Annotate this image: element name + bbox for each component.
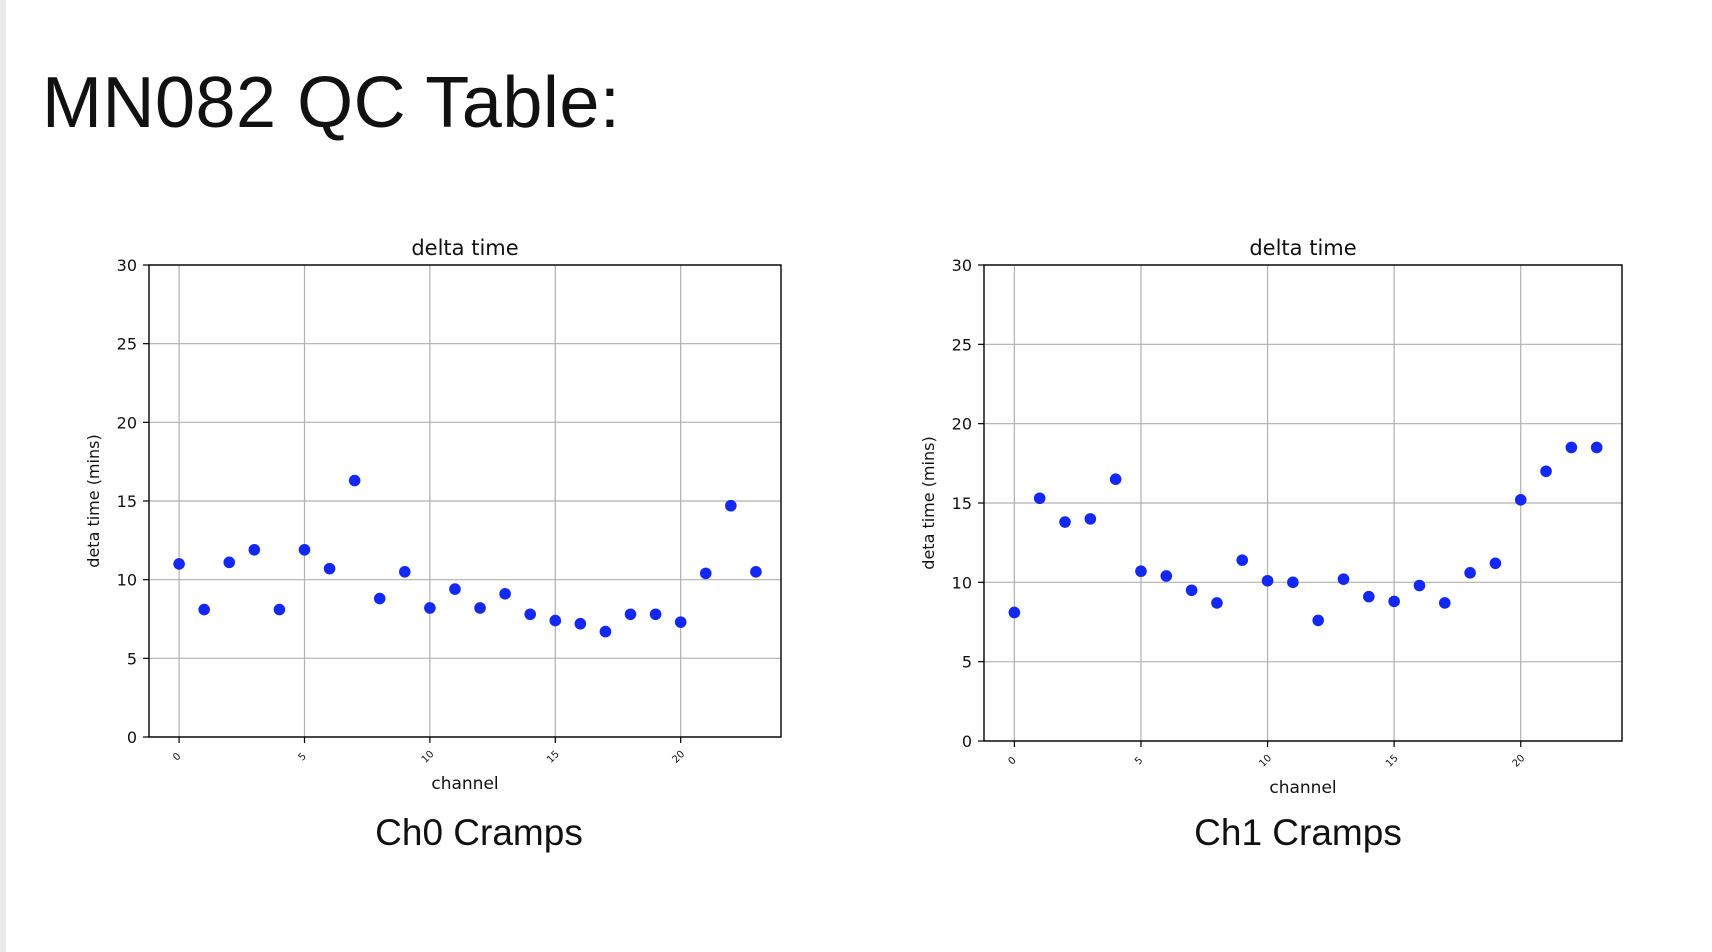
y-tick-label: 0 xyxy=(962,732,972,751)
y-tick-label: 10 xyxy=(117,571,137,590)
data-point xyxy=(649,608,662,621)
y-tick-label: 5 xyxy=(962,653,972,672)
data-point xyxy=(499,588,511,600)
y-tick-label: 0 xyxy=(127,728,137,747)
data-point xyxy=(1185,584,1198,597)
slide-title: MN082 QC Table: xyxy=(42,63,621,143)
y-tick-label: 5 xyxy=(127,649,137,668)
x-tick-label: 15 xyxy=(1384,753,1401,770)
y-tick-label: 25 xyxy=(952,335,972,354)
y-tick-label: 30 xyxy=(952,256,972,275)
data-point xyxy=(474,602,486,614)
slide-left-border xyxy=(0,0,6,952)
data-point xyxy=(674,616,687,628)
data-point xyxy=(1160,570,1173,582)
chart-title: delta time xyxy=(1249,236,1356,260)
x-tick-label: 5 xyxy=(297,751,309,763)
data-point xyxy=(1590,441,1603,454)
data-point xyxy=(524,608,537,621)
data-point xyxy=(549,614,562,627)
y-tick-label: 10 xyxy=(952,573,972,592)
x-tick-label: 20 xyxy=(1511,753,1528,770)
data-point xyxy=(1363,590,1375,603)
data-point xyxy=(574,617,587,630)
y-tick-label: 25 xyxy=(117,335,137,354)
x-axis-label: channel xyxy=(1269,778,1336,798)
chart-title: delta time xyxy=(411,236,518,260)
data-point xyxy=(1565,441,1578,454)
x-tick-label: 5 xyxy=(1133,755,1145,767)
data-point xyxy=(1211,597,1223,609)
data-point xyxy=(298,543,311,556)
y-tick-label: 30 xyxy=(117,256,137,275)
x-tick-label: 20 xyxy=(671,749,688,766)
data-point xyxy=(1033,492,1046,505)
data-point xyxy=(198,603,210,616)
data-point xyxy=(373,592,386,605)
data-point xyxy=(1489,557,1502,570)
x-tick-label: 10 xyxy=(1257,753,1274,770)
data-point xyxy=(599,625,612,638)
data-point xyxy=(323,562,336,575)
chart-ch1-delta-time: 0 5 10 15 20 25 30 0 5 10 15 20 delta time channel det… xyxy=(919,236,1623,798)
x-tick-label: 0 xyxy=(171,751,183,763)
data-point xyxy=(1464,567,1476,579)
data-point xyxy=(449,583,461,595)
data-point xyxy=(1236,554,1249,566)
data-point xyxy=(1540,465,1552,478)
x-tick-label: 15 xyxy=(545,749,562,766)
caption-ch1: Ch1 Cramps xyxy=(1194,812,1402,853)
data-point xyxy=(1312,614,1324,627)
data-point xyxy=(624,608,637,621)
data-point xyxy=(173,558,185,570)
data-point xyxy=(1514,494,1527,506)
data-point xyxy=(1109,473,1122,486)
data-point xyxy=(248,543,261,556)
data-point xyxy=(1388,595,1400,608)
data-point xyxy=(1084,513,1097,525)
data-point xyxy=(1337,573,1350,585)
y-tick-label: 20 xyxy=(952,415,972,434)
data-point xyxy=(1059,516,1071,528)
x-tick-label: 10 xyxy=(420,749,437,766)
data-point xyxy=(273,603,286,616)
data-point xyxy=(348,474,361,487)
data-point xyxy=(725,499,737,512)
y-tick-label: 15 xyxy=(952,494,972,513)
x-axis-label: channel xyxy=(431,774,498,794)
y-axis-label: deta time (mins) xyxy=(919,436,938,569)
data-point xyxy=(1413,579,1426,592)
caption-ch0: Ch0 Cramps xyxy=(375,812,583,853)
chart-ch0-delta-time: 0 5 10 15 20 25 30 0 5 10 15 20 delta time channel det… xyxy=(84,236,782,794)
data-point xyxy=(1287,576,1299,589)
data-point xyxy=(699,567,712,580)
data-point xyxy=(1261,574,1274,587)
y-tick-label: 15 xyxy=(117,492,137,511)
x-tick-label: 0 xyxy=(1006,755,1018,767)
data-point xyxy=(1135,565,1147,578)
y-axis-label: deta time (mins) xyxy=(84,434,103,567)
data-point xyxy=(223,556,236,569)
data-point xyxy=(750,566,762,578)
data-point xyxy=(1438,597,1451,609)
y-tick-label: 20 xyxy=(117,413,137,432)
data-point xyxy=(399,566,411,578)
data-point xyxy=(1008,606,1021,619)
data-point xyxy=(424,602,436,614)
